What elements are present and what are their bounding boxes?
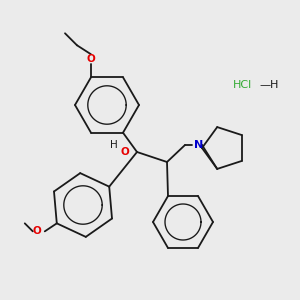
Text: O: O (87, 54, 95, 64)
Text: O: O (121, 147, 129, 157)
Text: —: — (260, 80, 271, 90)
Text: N: N (194, 140, 204, 150)
Text: HCl: HCl (233, 80, 253, 90)
Text: O: O (32, 226, 41, 236)
Text: H: H (110, 140, 118, 150)
Text: H: H (270, 80, 278, 90)
